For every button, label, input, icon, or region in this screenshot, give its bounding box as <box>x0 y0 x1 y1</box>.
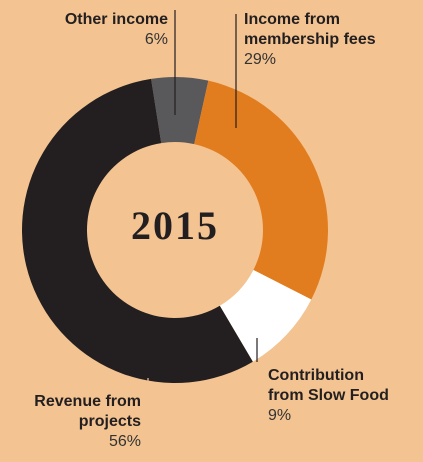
label: Contribution from Slow Food 9% <box>268 366 402 426</box>
donut <box>22 77 328 384</box>
label: Other income 6% <box>18 10 168 50</box>
value-label: 6% <box>144 31 168 48</box>
donut-segment <box>151 77 209 145</box>
category-label: Revenue from projects <box>34 393 141 430</box>
donut-segment <box>194 80 328 300</box>
category-label: Income from membership fees <box>244 11 376 48</box>
donut-segment <box>22 78 253 384</box>
label: Income from membership fees 29% <box>244 10 394 70</box>
donut-segment <box>219 269 312 362</box>
value-label: 9% <box>268 407 292 424</box>
value-label: 29% <box>244 51 277 68</box>
label: Revenue from projects 56% <box>16 392 141 452</box>
category-label: Other income <box>64 11 168 28</box>
category-label: Contribution from Slow Food <box>268 367 389 404</box>
value-label: 56% <box>108 433 141 450</box>
center-label: 2015 <box>131 203 219 248</box>
